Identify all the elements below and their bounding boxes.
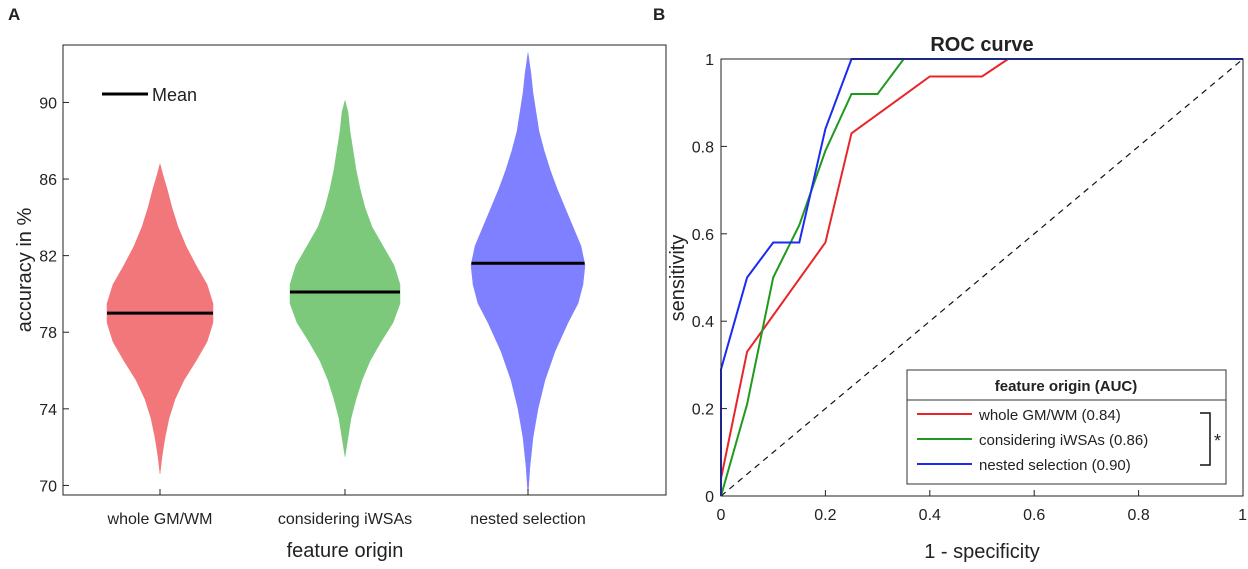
a-xtick-label: whole GM/WM (107, 511, 213, 528)
significance-bracket (1200, 412, 1211, 466)
a-ytick-label: 86 (39, 172, 57, 189)
panel-b-y-label: sensitivity (667, 235, 689, 322)
b-xtick-label: 0.4 (919, 507, 941, 524)
a-ytick-label: 70 (39, 478, 57, 495)
b-xtick-label: 1 (1238, 507, 1247, 524)
b-ytick-label: 0.2 (692, 402, 714, 419)
b-xtick-label: 0.2 (814, 507, 836, 524)
a-xtick-label: nested selection (470, 511, 586, 528)
roc-line-0 (720, 58, 1243, 496)
a-ytick-label: 82 (39, 249, 57, 266)
panel-b-axes-box (720, 58, 1244, 497)
chance-diagonal (720, 58, 1244, 497)
panel-a-y-label: accuracy in % (14, 208, 36, 333)
legend-mean-label: Mean (152, 85, 197, 105)
violin-2 (470, 52, 586, 496)
a-ytick-label: 78 (39, 325, 57, 342)
significance-marker: * (1214, 431, 1221, 451)
violin-0 (106, 162, 214, 474)
panel-b-y-ticks: 0 0.2 0.4 0.6 0.8 1 (692, 52, 727, 506)
roc-legend-items: whole GM/WM (0.84) considering iWSAs (0.8… (917, 407, 1148, 474)
panel-a-axes-box (62, 44, 667, 496)
roc-legend: feature origin (AUC) whole GM/WM (0.84) c… (906, 369, 1227, 485)
b-ytick-label: 0.8 (692, 139, 714, 156)
b-xtick-label: 0.8 (1127, 507, 1149, 524)
b-ytick-label: 0.6 (692, 227, 714, 244)
roc-line-1 (720, 58, 1243, 497)
violin-group (106, 52, 586, 496)
legend-label-1: considering iWSAs (0.86) (979, 432, 1148, 449)
a-xtick-label: considering iWSAs (278, 511, 412, 528)
panel-b-x-ticks: 0 0.2 0.4 0.6 0.8 1 (717, 490, 1247, 524)
b-ytick-label: 1 (705, 52, 714, 69)
roc-legend-title: feature origin (AUC) (995, 378, 1138, 395)
roc-line-2 (720, 58, 1243, 496)
legend-label-0: whole GM/WM (0.84) (978, 407, 1121, 424)
panel-b-x-label: 1 - specificity (924, 541, 1040, 563)
roc-series-lines (720, 58, 1243, 497)
mean-lines (107, 261, 585, 315)
panel-a-letter: A (8, 5, 20, 24)
roc-title: ROC curve (930, 34, 1033, 56)
b-xtick-label: 0.6 (1023, 507, 1045, 524)
panel-b-letter: B (653, 5, 665, 24)
roc-legend-box (906, 369, 1227, 485)
panel-a-x-ticks: whole GM/WM considering iWSAs nested selec… (107, 489, 586, 528)
b-ytick-label: 0.4 (692, 314, 714, 331)
a-ytick-label: 74 (39, 402, 57, 419)
b-ytick-label: 0 (705, 489, 714, 506)
legend-label-2: nested selection (0.90) (979, 457, 1131, 474)
a-ytick-label: 90 (39, 95, 57, 112)
violin-1 (289, 99, 401, 457)
b-xtick-label: 0 (717, 507, 726, 524)
panel-a-y-ticks: 70 74 78 82 86 90 (39, 95, 69, 495)
panel-a-x-label: feature origin (287, 540, 404, 562)
